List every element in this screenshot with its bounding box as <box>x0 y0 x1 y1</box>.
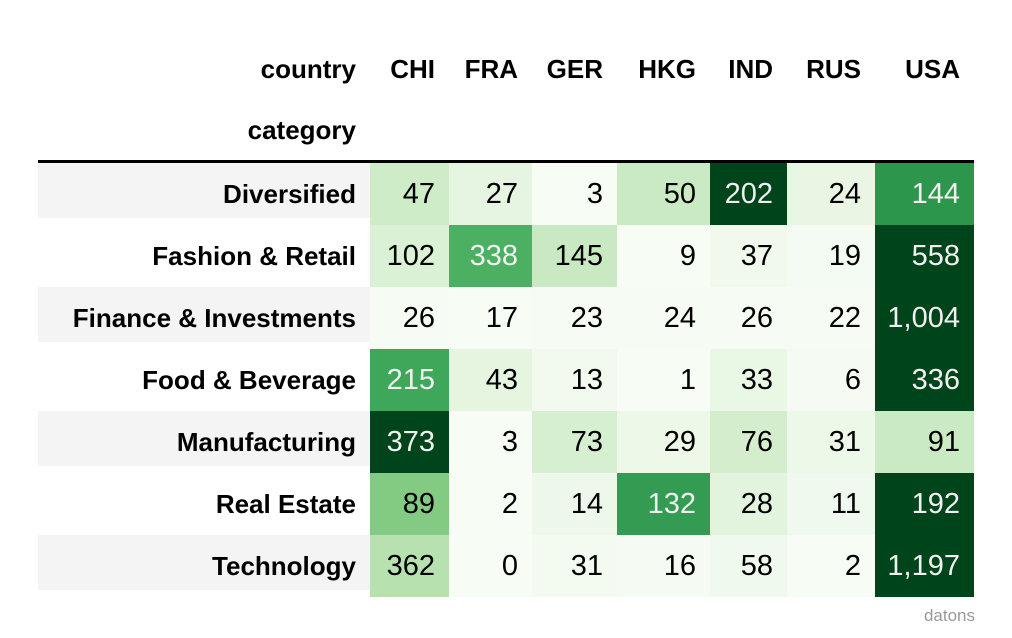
heatmap-cell-hkg: 29 <box>617 411 710 473</box>
heatmap-cell-rus: 22 <box>787 287 875 349</box>
heatmap-cell-hkg: 24 <box>617 287 710 349</box>
column-header-ger: GER <box>546 53 603 84</box>
column-header-fra: FRA <box>464 53 518 84</box>
heatmap-cell-rus: 19 <box>787 225 875 287</box>
heatmap-cell-ger: 23 <box>532 287 617 349</box>
heatmap-cell-ger: 13 <box>532 349 617 411</box>
heatmap-cell-ger: 31 <box>532 535 617 597</box>
row-label-3: Finance & Investments <box>38 287 370 349</box>
row-label-7: Technology <box>38 535 370 597</box>
heatmap-cell-ind: 28 <box>710 473 787 535</box>
row-label-4: Food & Beverage <box>142 364 356 395</box>
heatmap-cell-usa: 1,197 <box>875 535 974 597</box>
heatmap-cell-chi: 89 <box>370 473 449 535</box>
row-label-2: Fashion & Retail <box>152 240 356 271</box>
heatmap-cell-ind: 58 <box>710 535 787 597</box>
header-spacer-ger <box>532 100 617 160</box>
heatmap-cell-usa: 336 <box>875 349 974 411</box>
watermark-datons: datons <box>923 606 975 625</box>
heatmap-cell-rus: 24 <box>787 163 875 225</box>
heatmap-cell-usa: 558 <box>875 225 974 287</box>
heatmap-cell-chi: 215 <box>370 349 449 411</box>
heatmap-cell-ind: 202 <box>710 163 787 225</box>
heatmap-cell-ger: 3 <box>532 163 617 225</box>
heatmap-cell-hkg: 16 <box>617 535 710 597</box>
heatmap-cell-fra: 338 <box>449 225 532 287</box>
heatmap-cell-fra: 0 <box>449 535 532 597</box>
column-header-chi: CHI <box>390 53 435 84</box>
header-spacer-hkg <box>617 100 710 160</box>
row-label-5: Manufacturing <box>38 411 370 473</box>
header-spacer-usa <box>875 100 974 160</box>
row-label-1: Diversified <box>38 163 370 225</box>
heatmap-cell-chi: 362 <box>370 535 449 597</box>
heatmap-cell-fra: 3 <box>449 411 532 473</box>
heatmap-cell-ind: 33 <box>710 349 787 411</box>
heatmap-table: country CHI FRA GER HKG IND RUS USA category Dive… <box>38 38 974 597</box>
heatmap-cell-ind: 37 <box>710 225 787 287</box>
heatmap-cell-fra: 17 <box>449 287 532 349</box>
column-header-hkg: HKG <box>638 53 696 84</box>
index-axis-label: category <box>247 114 356 145</box>
heatmap-cell-fra: 2 <box>449 473 532 535</box>
columns-axis-label: country <box>260 53 356 84</box>
heatmap-cell-fra: 27 <box>449 163 532 225</box>
heatmap-cell-ind: 76 <box>710 411 787 473</box>
heatmap-cell-usa: 1,004 <box>875 287 974 349</box>
heatmap-cell-hkg: 132 <box>617 473 710 535</box>
heatmap-cell-hkg: 1 <box>617 349 710 411</box>
row-label-6: Real Estate <box>215 488 356 519</box>
header-spacer-ind <box>710 100 787 160</box>
heatmap-cell-chi: 26 <box>370 287 449 349</box>
heatmap-cell-rus: 6 <box>787 349 875 411</box>
heatmap-cell-chi: 102 <box>370 225 449 287</box>
heatmap-cell-rus: 31 <box>787 411 875 473</box>
header-rule <box>38 160 974 163</box>
header-spacer-fra <box>449 100 532 160</box>
heatmap-cell-fra: 43 <box>449 349 532 411</box>
heatmap-cell-usa: 192 <box>875 473 974 535</box>
heatmap-cell-ger: 73 <box>532 411 617 473</box>
header-spacer-chi <box>370 100 449 160</box>
heatmap-cell-ger: 145 <box>532 225 617 287</box>
heatmap-cell-usa: 144 <box>875 163 974 225</box>
heatmap-cell-hkg: 50 <box>617 163 710 225</box>
heatmap-cell-chi: 47 <box>370 163 449 225</box>
column-header-usa: USA <box>905 53 960 84</box>
column-header-ind: IND <box>728 53 773 84</box>
heatmap-cell-chi: 373 <box>370 411 449 473</box>
heatmap-cell-ind: 26 <box>710 287 787 349</box>
heatmap-cell-rus: 11 <box>787 473 875 535</box>
header-spacer-rus <box>787 100 875 160</box>
heatmap-cell-hkg: 9 <box>617 225 710 287</box>
column-header-rus: RUS <box>806 53 861 84</box>
heatmap-cell-ger: 14 <box>532 473 617 535</box>
heatmap-cell-rus: 2 <box>787 535 875 597</box>
heatmap-cell-usa: 91 <box>875 411 974 473</box>
